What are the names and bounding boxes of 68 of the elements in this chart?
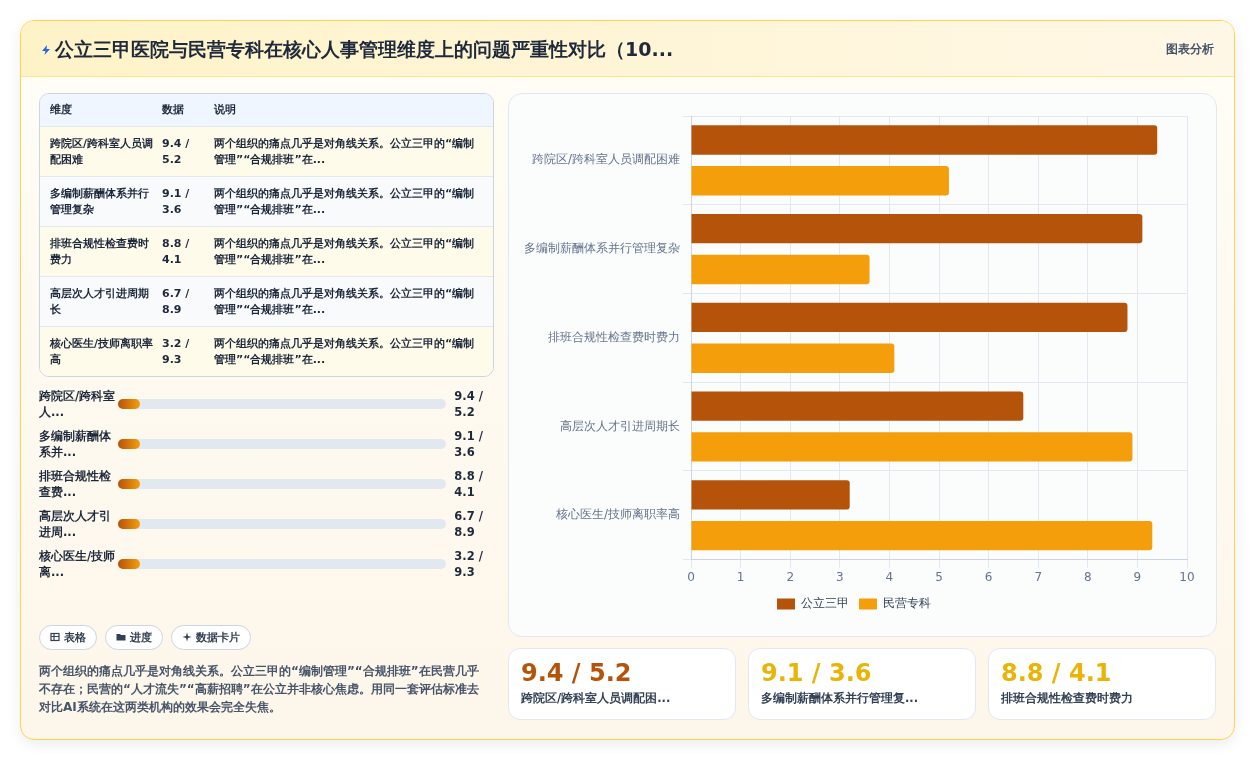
bar bbox=[691, 302, 1128, 333]
y-tick-label: 高层次人才引进周期长 bbox=[560, 418, 680, 433]
text: 9.1 / 3.6 bbox=[761, 659, 873, 687]
text: 高层次人才引进周期长 bbox=[49, 285, 150, 318]
text: 多编制薪酬体系并行管理复杂 bbox=[49, 185, 150, 218]
text: 9.4 / 5.2 bbox=[521, 659, 633, 687]
x-tick-label: 6 bbox=[984, 569, 993, 584]
x-tick-label: 8 bbox=[1083, 569, 1092, 584]
text: 6.7 / 8.9 bbox=[162, 285, 191, 318]
text: 排班合规性检查费时费力 bbox=[1001, 691, 1134, 706]
bar bbox=[691, 213, 1143, 244]
text: 核心医生/技师离... bbox=[39, 548, 117, 580]
text: 核心医生/技师离职率高 bbox=[49, 335, 155, 368]
bar bbox=[691, 391, 1024, 421]
text: 8.8 / 4.1 bbox=[162, 235, 191, 268]
text: 跨院区/跨科室人员调配困... bbox=[521, 691, 672, 706]
text: 9.1 / 3.6 bbox=[454, 428, 484, 460]
text: 6.7 / 8.9 bbox=[454, 508, 484, 540]
text: 3.2 / 9.3 bbox=[454, 548, 484, 580]
text: 两个组织的痛点几乎是对角线关系。公立三甲的“编制管理”“合规排班”在... bbox=[214, 285, 476, 318]
y-tick-label: 核心医生/技师离职率高 bbox=[554, 507, 680, 522]
x-tick-label: 3 bbox=[835, 569, 844, 584]
x-tick-label: 2 bbox=[786, 569, 795, 584]
bar bbox=[691, 343, 895, 373]
bar bbox=[691, 432, 1133, 462]
bar bbox=[691, 125, 1158, 155]
bar bbox=[691, 520, 1153, 551]
text: 说明 bbox=[214, 102, 237, 118]
bar bbox=[691, 166, 949, 196]
text: 多编制薪酬体系并行管理复... bbox=[761, 691, 920, 706]
legend-label: 民营专科 bbox=[883, 596, 931, 611]
text: 维度 bbox=[49, 102, 73, 118]
text: 多编制薪酬体系并... bbox=[39, 428, 112, 460]
text: 8.8 / 4.1 bbox=[1001, 659, 1113, 687]
x-tick-label: 10 bbox=[1179, 569, 1195, 584]
text: 进度 bbox=[105, 625, 163, 650]
y-tick-label: 跨院区/跨科室人员调配困难 bbox=[531, 152, 680, 167]
text: 公立三甲医院与民营专科在核心人事管理维度上的问题严重性对比（10... bbox=[55, 37, 674, 62]
x-tick-label: 9 bbox=[1133, 569, 1142, 584]
text: 跨院区/跨科室人员调配困难 bbox=[49, 135, 155, 168]
legend-label: 公立三甲 bbox=[801, 596, 849, 611]
text: 两个组织的痛点几乎是对角线关系。公立三甲的“编制管理”“合规排班”在... bbox=[214, 135, 476, 168]
text: 两个组织的痛点几乎是对角线关系。公立三甲的“编制管理”“合规排班”在... bbox=[214, 185, 476, 218]
text: 9.4 / 5.2 bbox=[162, 135, 191, 168]
text: 表格 bbox=[39, 625, 97, 650]
text: 排班合规性检查费时费力 bbox=[49, 235, 150, 268]
text: 两个组织的痛点几乎是对角线关系。公立三甲的“编制管理”“合规排班”在民营几乎不存在；民营的“人才流失”“高薪招聘”在公立并非核心焦虑。用同一套评估标准去对比AI系统在这两类机构的效果会完全失焦。 bbox=[39, 663, 480, 716]
text: 3.2 / 9.3 bbox=[162, 335, 191, 368]
y-tick-label: 排班合规性检查费时费力 bbox=[548, 329, 680, 344]
x-tick-label: 4 bbox=[885, 569, 894, 584]
text: 图表分析 bbox=[1166, 41, 1214, 58]
text: 数据 bbox=[162, 102, 185, 118]
text: 8.8 / 4.1 bbox=[454, 468, 484, 500]
text: 两个组织的痛点几乎是对角线关系。公立三甲的“编制管理”“合规排班”在... bbox=[214, 235, 476, 268]
text: 9.4 / 5.2 bbox=[454, 388, 484, 420]
text: 跨院区/跨科室人... bbox=[39, 388, 117, 420]
bar bbox=[691, 254, 870, 285]
text: 排班合规性检查费... bbox=[39, 468, 112, 500]
x-tick-label: 0 bbox=[687, 569, 695, 584]
x-tick-label: 1 bbox=[736, 569, 745, 584]
text: 数据卡片 bbox=[171, 625, 251, 650]
bar bbox=[691, 480, 850, 510]
x-tick-label: 7 bbox=[1034, 569, 1043, 584]
text: 高层次人才引进周... bbox=[39, 508, 112, 540]
x-tick-label: 5 bbox=[935, 569, 943, 584]
y-tick-label: 多编制薪酬体系并行管理复杂 bbox=[524, 241, 680, 256]
text: 9.1 / 3.6 bbox=[162, 185, 191, 218]
text: 两个组织的痛点几乎是对角线关系。公立三甲的“编制管理”“合规排班”在... bbox=[214, 335, 476, 368]
